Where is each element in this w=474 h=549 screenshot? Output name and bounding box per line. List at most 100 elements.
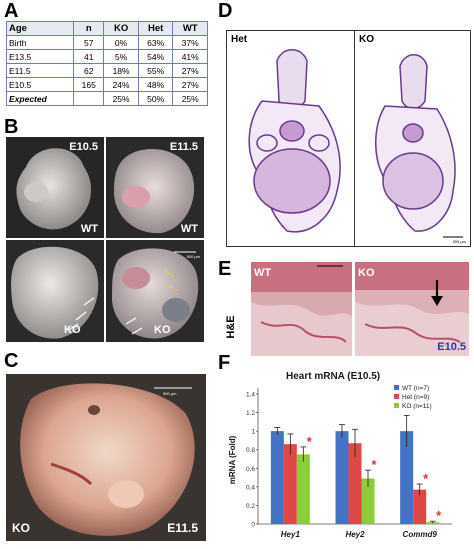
embryo-image: [114, 149, 195, 234]
table-cell: 5%: [103, 49, 139, 64]
legend-swatch: [394, 394, 399, 399]
table-cell: 48%: [137, 77, 174, 92]
table-cell: [73, 91, 105, 106]
panel-label-b: B: [4, 116, 19, 138]
significance-mark: *: [436, 508, 442, 523]
stain-label: H&E: [225, 315, 237, 339]
chart-svg: Heart mRNA (E10.5) mRNA (Fold) 0 0.2 0.4 0.…: [228, 371, 452, 539]
embryo-image: [11, 246, 99, 339]
table-cell: Expected: [5, 91, 75, 106]
table-cell: 62: [73, 63, 105, 78]
genotype-label: KO: [64, 324, 81, 336]
photo-ko-e115: 500 µm KO: [106, 240, 204, 342]
table-cell: 165: [73, 77, 105, 92]
table-cell: 25%: [103, 91, 139, 106]
table-header-row: Age n KO Het WT: [5, 21, 208, 36]
table-cell: E10.5: [5, 77, 75, 92]
histology-he-ko: KO E10.5: [355, 262, 469, 356]
bar: [361, 478, 375, 524]
histology-image: [355, 262, 469, 356]
genotype-table: Age n KO Het WT Birth 57 0% 63% 37% E13.…: [5, 21, 208, 106]
bar: [335, 431, 349, 524]
scale-bar-label: 500 µm: [163, 391, 177, 396]
histology-he-wt: WT: [251, 262, 352, 356]
table-cell: 24%: [103, 77, 139, 92]
genotype-label: WT: [254, 267, 272, 279]
table-cell: 54%: [137, 49, 174, 64]
table-row: E10.5 165 24% 48% 27%: [5, 77, 208, 92]
x-tick-label: Hey2: [345, 530, 365, 539]
significance-mark: *: [371, 457, 377, 472]
genotype-label: KO: [359, 34, 374, 45]
histology-image: [375, 54, 463, 238]
arrow-icon: [431, 280, 443, 306]
y-tick-label: 1.4: [246, 392, 255, 399]
genotype-label: Het: [231, 34, 248, 45]
bar: [413, 489, 427, 524]
genotype-label: KO: [358, 267, 375, 279]
x-tick-label: Hey1: [281, 530, 301, 539]
table-cell: Birth: [5, 35, 75, 50]
table-cell: 0%: [103, 35, 139, 50]
histology-image: [251, 262, 352, 356]
age-label: E11.5: [169, 141, 198, 153]
bar: [270, 431, 284, 524]
table-header: Age: [5, 21, 75, 36]
panel-label-d: D: [218, 0, 233, 22]
legend-entry: WT (n=7): [402, 385, 429, 392]
photo-wt-e105: E10.5 WT: [6, 137, 104, 238]
table-cell: 27%: [172, 77, 208, 92]
table-row-expected: Expected 25% 50% 25%: [5, 91, 208, 106]
y-axis-label: mRNA (Fold): [228, 435, 237, 484]
table-cell: 50%: [137, 91, 174, 106]
histology-image: [248, 49, 341, 233]
table-cell: 37%: [172, 35, 208, 50]
bar: [400, 431, 414, 524]
legend-swatch: [394, 385, 399, 390]
photo-ko-e105: KO: [6, 240, 104, 342]
panel-label-f: F: [218, 352, 231, 374]
table-cell: 57: [73, 35, 105, 50]
table-header: KO: [103, 21, 139, 36]
histology-ko: KO 200 µm: [354, 30, 471, 247]
panel-label-a: A: [4, 0, 19, 22]
x-tick-label: Commd9: [403, 530, 438, 539]
genotype-label: KO: [154, 324, 171, 336]
chart-title: Heart mRNA (E10.5): [286, 371, 380, 382]
y-tick-label: 1.2: [246, 410, 255, 417]
legend-entry: Het (n=9): [402, 394, 429, 401]
embryo-image: [112, 248, 199, 339]
significance-mark: *: [423, 471, 429, 486]
table-row: E13.5 41 5% 54% 41%: [5, 49, 208, 64]
table-header: Het: [137, 21, 174, 36]
embryo-image: [20, 383, 195, 536]
table-cell: 41%: [172, 49, 208, 64]
age-label: E10.5: [437, 341, 466, 353]
histology-het: Het: [226, 30, 355, 247]
genotype-label: WT: [180, 223, 198, 235]
table-cell: 55%: [137, 63, 174, 78]
y-tick-label: 0.8: [246, 447, 255, 454]
legend-entry: KO (n=11): [402, 403, 432, 410]
photo-wt-e115: E11.5 WT: [106, 137, 204, 238]
table-cell: 25%: [172, 91, 208, 106]
panel-label-c: C: [4, 350, 19, 372]
significance-mark: *: [307, 434, 313, 449]
genotype-label: WT: [80, 223, 98, 235]
y-tick-label: 0.2: [246, 503, 255, 510]
y-tick-label: 0.6: [246, 466, 255, 473]
table-cell: E13.5: [5, 49, 75, 64]
embryo-image: [16, 148, 92, 230]
legend-swatch: [394, 403, 399, 408]
table-cell: 18%: [103, 63, 139, 78]
age-label: E10.5: [69, 141, 98, 153]
bar: [296, 454, 310, 524]
panel-label-e: E: [218, 258, 232, 280]
table-header: n: [73, 21, 105, 36]
y-tick-label: 1: [251, 429, 255, 436]
photo-ko-e115-large: 500 µm KO E11.5: [6, 374, 206, 541]
table-row: E11.5 62 18% 55% 27%: [5, 63, 208, 78]
table-cell: 27%: [172, 63, 208, 78]
y-tick-label: 0: [251, 522, 255, 529]
y-tick-label: 0.4: [246, 484, 255, 491]
